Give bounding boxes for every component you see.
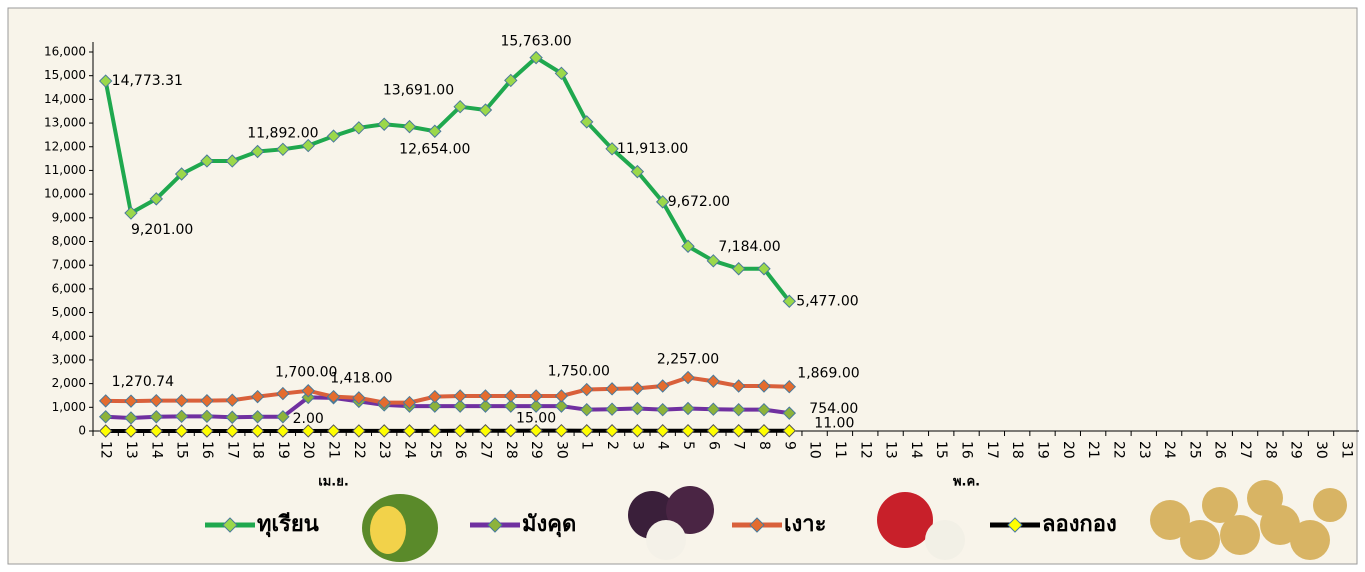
x-tick-label: 27 <box>477 441 493 459</box>
data-label: 7,184.00 <box>718 239 780 255</box>
data-label: 14,773.31 <box>112 73 183 89</box>
x-tick-label: 8 <box>756 441 772 450</box>
x-tick-label: 17 <box>984 441 1000 459</box>
y-tick-label: 3,000 <box>52 352 86 366</box>
data-label: 2.00 <box>293 411 324 427</box>
data-label: 1,750.00 <box>548 364 610 380</box>
y-tick-label: 1,000 <box>52 400 86 414</box>
y-tick-label: 2,000 <box>52 376 86 390</box>
y-tick-label: 15,000 <box>44 68 86 82</box>
x-tick-label: 4 <box>655 441 671 450</box>
x-tick-label: 28 <box>503 441 519 459</box>
x-group-label: เม.ย. <box>318 475 349 490</box>
y-tick-label: 16,000 <box>44 45 86 59</box>
legend-label: มังคุด <box>522 512 576 538</box>
y-tick-label: 4,000 <box>52 329 86 343</box>
x-tick-label: 24 <box>402 441 418 459</box>
data-label: 9,201.00 <box>131 222 193 238</box>
x-tick-label: 13 <box>883 441 899 459</box>
x-tick-label: 24 <box>1161 441 1177 459</box>
y-tick-label: 0 <box>78 424 86 438</box>
y-tick-label: 8,000 <box>52 234 86 248</box>
x-tick-label: 3 <box>629 441 645 450</box>
x-tick-label: 14 <box>148 441 164 459</box>
y-tick-label: 14,000 <box>44 92 86 106</box>
data-label: 12,654.00 <box>399 141 470 157</box>
x-tick-label: 19 <box>1035 441 1051 459</box>
x-tick-label: 14 <box>908 441 924 459</box>
data-label: 11,913.00 <box>617 141 688 157</box>
data-label: 1,270.74 <box>112 374 174 390</box>
data-label: 754.00 <box>809 401 858 417</box>
x-tick-label: 13 <box>123 441 139 459</box>
x-tick-label: 22 <box>1110 441 1126 459</box>
x-tick-label: 20 <box>300 441 316 459</box>
x-tick-label: 16 <box>959 441 975 459</box>
x-tick-label: 5 <box>680 441 696 450</box>
data-label: 15,763.00 <box>500 34 571 50</box>
x-tick-label: 18 <box>250 441 266 459</box>
data-label: 1,869.00 <box>797 366 859 382</box>
data-label: 11.00 <box>814 416 854 432</box>
x-tick-label: 19 <box>275 441 291 459</box>
x-tick-label: 9 <box>781 441 797 450</box>
x-tick-label: 2 <box>604 441 620 450</box>
x-tick-label: 23 <box>376 441 392 459</box>
x-tick-label: 21 <box>1085 441 1101 459</box>
x-tick-label: 21 <box>326 441 342 459</box>
x-tick-label: 25 <box>1186 441 1202 459</box>
y-tick-label: 7,000 <box>52 258 86 272</box>
x-tick-label: 25 <box>427 441 443 459</box>
x-tick-label: 7 <box>731 441 747 450</box>
y-tick-label: 13,000 <box>44 116 86 130</box>
x-group-label: พ.ค. <box>953 475 980 490</box>
data-label: 2,257.00 <box>657 352 719 368</box>
x-tick-label: 18 <box>1009 441 1025 459</box>
x-tick-label: 22 <box>351 441 367 459</box>
y-tick-label: 9,000 <box>52 210 86 224</box>
x-tick-label: 10 <box>807 441 823 459</box>
y-tick-label: 12,000 <box>44 139 86 153</box>
x-tick-label: 12 <box>98 441 114 459</box>
legend-label: เงาะ <box>784 512 826 537</box>
x-tick-label: 17 <box>224 441 240 459</box>
data-label: 9,672.00 <box>668 194 730 210</box>
x-tick-label: 1 <box>579 441 595 450</box>
data-label: 15.00 <box>516 411 556 427</box>
x-tick-label: 15 <box>933 441 949 459</box>
x-tick-label: 23 <box>1136 441 1152 459</box>
legend-label: ลองกอง <box>1042 512 1117 537</box>
data-label: 1,700.00 <box>275 365 337 381</box>
x-tick-label: 6 <box>705 441 721 450</box>
legend-label: ทุเรียน <box>257 512 319 538</box>
x-tick-label: 28 <box>1262 441 1278 459</box>
x-tick-label: 26 <box>452 441 468 459</box>
x-tick-label: 16 <box>199 441 215 459</box>
x-tick-label: 26 <box>1212 441 1228 459</box>
data-label: 13,691.00 <box>383 83 454 99</box>
x-tick-label: 11 <box>832 441 848 459</box>
x-tick-label: 30 <box>553 441 569 459</box>
chart: 0 1,000 2,000 3,000 4,000 5,000 6,000 7,000 8,00… <box>0 0 1365 572</box>
chart-frame <box>8 8 1357 564</box>
x-tick-label: 30 <box>1313 441 1329 459</box>
y-tick-label: 11,000 <box>44 163 86 177</box>
x-tick-label: 29 <box>528 441 544 459</box>
x-tick-label: 12 <box>857 441 873 459</box>
x-tick-label: 31 <box>1338 441 1354 459</box>
data-label: 11,892.00 <box>247 125 318 141</box>
y-tick-label: 10,000 <box>44 187 86 201</box>
x-tick-label: 20 <box>1060 441 1076 459</box>
y-tick-label: 5,000 <box>52 305 86 319</box>
y-tick-label: 6,000 <box>52 281 86 295</box>
data-label: 5,477.00 <box>796 293 858 309</box>
data-label: 1,418.00 <box>330 370 392 386</box>
x-tick-label: 29 <box>1288 441 1304 459</box>
x-tick-label: 27 <box>1237 441 1253 459</box>
x-tick-label: 15 <box>174 441 190 459</box>
